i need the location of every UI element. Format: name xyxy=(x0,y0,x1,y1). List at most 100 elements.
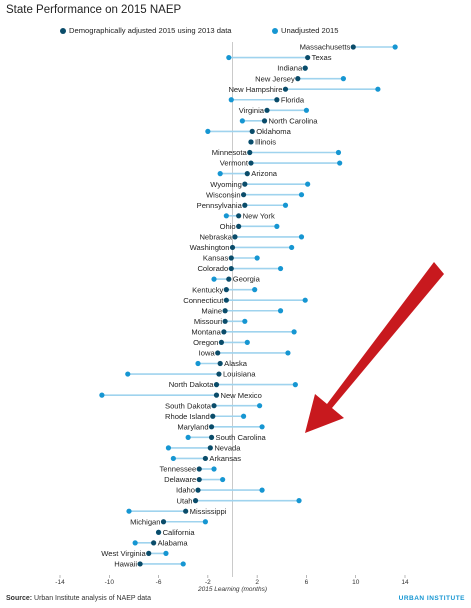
point-unadjusted-texas xyxy=(226,54,232,61)
state-label-tennessee: Tennessee xyxy=(159,465,196,474)
point-unadjusted-south-carolina xyxy=(185,434,191,440)
chart-title: State Performance on 2015 NAEP xyxy=(6,4,182,16)
state-label-south-carolina: South Carolina xyxy=(216,433,267,442)
point-unadjusted-montana xyxy=(291,329,297,335)
point-adjusted-massachusetts xyxy=(350,44,356,50)
state-label-oregon: Oregon xyxy=(193,338,218,347)
x-tick-label: -2 xyxy=(205,579,211,586)
point-unadjusted-south-dakota xyxy=(257,403,263,409)
state-label-ohio: Ohio xyxy=(220,222,236,231)
state-label-massachusetts: Massachusetts xyxy=(300,43,351,52)
point-unadjusted-virginia xyxy=(303,107,310,113)
state-label-mississippi: Mississippi xyxy=(190,507,227,516)
state-label-arkansas: Arkansas xyxy=(209,454,241,463)
state-label-california: California xyxy=(163,528,196,537)
point-adjusted-arizona xyxy=(244,171,250,177)
state-label-wyoming: Wyoming xyxy=(210,180,242,189)
state-label-maine: Maine xyxy=(201,306,222,315)
point-adjusted-vermont xyxy=(248,160,254,166)
state-label-new-york: New York xyxy=(243,211,275,220)
x-tick-label: 14 xyxy=(401,579,409,586)
state-label-indiana: Indiana xyxy=(277,64,303,73)
x-tick-label: 10 xyxy=(352,579,360,586)
point-adjusted-north-carolina xyxy=(261,118,268,124)
state-label-alaska: Alaska xyxy=(224,359,248,368)
state-label-idaho: Idaho xyxy=(176,486,195,495)
point-unadjusted-missouri xyxy=(242,318,248,324)
point-adjusted-pennsylvania xyxy=(242,202,248,208)
point-adjusted-nebraska xyxy=(232,234,238,240)
point-unadjusted-michigan xyxy=(202,519,208,525)
point-unadjusted-arizona xyxy=(217,171,223,177)
source-text: Urban Institute analysis of NAEP data xyxy=(34,595,152,602)
point-unadjusted-florida xyxy=(228,97,234,103)
point-adjusted-tennessee xyxy=(196,466,202,472)
point-adjusted-maryland xyxy=(208,424,215,430)
point-unadjusted-new-mexico xyxy=(99,392,105,398)
point-unadjusted-new-hampshire xyxy=(375,86,381,92)
point-unadjusted-west-virginia xyxy=(163,550,169,557)
point-adjusted-minnesota xyxy=(247,149,253,156)
point-unadjusted-kentucky xyxy=(252,287,258,293)
point-adjusted-california xyxy=(155,529,162,535)
state-label-north-dakota: North Dakota xyxy=(169,380,215,389)
point-unadjusted-maryland xyxy=(259,424,265,430)
point-unadjusted-georgia xyxy=(211,276,217,282)
point-adjusted-hawaii xyxy=(137,561,143,567)
point-adjusted-montana xyxy=(221,329,227,335)
point-unadjusted-massachusetts xyxy=(392,44,398,50)
state-label-nebraska: Nebraska xyxy=(199,233,232,242)
point-unadjusted-alabama xyxy=(132,540,138,546)
state-label-montana: Montana xyxy=(191,327,221,336)
state-label-colorado: Colorado xyxy=(197,264,228,273)
legend-label-unadjusted: Unadjusted 2015 xyxy=(281,26,339,35)
state-label-kansas: Kansas xyxy=(203,254,229,263)
state-label-new-hampshire: New Hampshire xyxy=(228,85,282,94)
state-label-rhode-island: Rhode Island xyxy=(165,412,210,421)
point-unadjusted-delaware xyxy=(220,476,226,483)
state-label-utah: Utah xyxy=(176,496,192,505)
point-adjusted-connecticut xyxy=(223,297,229,303)
source-note: Source: Urban Institute analysis of NAEP… xyxy=(6,595,151,602)
state-label-wisconsin: Wisconsin xyxy=(206,190,241,199)
x-tick-label: -6 xyxy=(156,579,162,586)
point-adjusted-ohio xyxy=(236,223,242,229)
point-unadjusted-north-dakota xyxy=(292,382,298,388)
red-arrow-icon xyxy=(305,262,444,433)
x-tick-label: -14 xyxy=(55,579,65,586)
point-unadjusted-tennessee xyxy=(211,466,217,472)
point-adjusted-west-virginia xyxy=(146,550,152,557)
point-unadjusted-hawaii xyxy=(180,561,186,567)
point-unadjusted-colorado xyxy=(277,265,284,272)
legend-marker-unadjusted xyxy=(272,27,278,34)
state-label-delaware: Delaware xyxy=(164,475,196,484)
point-adjusted-arkansas xyxy=(202,455,208,462)
legend-marker-adjusted xyxy=(60,27,66,34)
point-adjusted-iowa xyxy=(215,350,221,356)
x-axis-label: 2015 Learning (months) xyxy=(197,586,267,593)
point-unadjusted-arkansas xyxy=(170,455,176,462)
point-unadjusted-rhode-island xyxy=(240,413,247,419)
point-adjusted-new-york xyxy=(236,213,242,219)
legend-label-adjusted: Demographically adjusted 2015 using 2013… xyxy=(69,26,232,35)
point-adjusted-michigan xyxy=(160,519,167,525)
point-unadjusted-nebraska xyxy=(298,234,305,240)
brand-logo: URBAN INSTITUTE xyxy=(398,595,465,602)
point-unadjusted-wisconsin xyxy=(298,192,305,198)
point-adjusted-rhode-island xyxy=(210,413,216,419)
point-adjusted-mississippi xyxy=(183,508,189,514)
point-unadjusted-new-york xyxy=(223,213,229,219)
point-unadjusted-iowa xyxy=(285,350,291,356)
point-adjusted-alabama xyxy=(151,540,157,546)
point-adjusted-missouri xyxy=(222,318,228,324)
point-adjusted-florida xyxy=(274,97,280,103)
state-label-michigan: Michigan xyxy=(130,517,160,526)
state-label-louisiana: Louisiana xyxy=(223,370,256,379)
state-label-south-dakota: South Dakota xyxy=(165,401,212,410)
point-adjusted-alaska xyxy=(217,360,223,367)
legend-item-unadjusted: Unadjusted 2015 xyxy=(272,26,338,35)
state-label-kentucky: Kentucky xyxy=(192,285,223,294)
point-adjusted-delaware xyxy=(196,476,202,483)
